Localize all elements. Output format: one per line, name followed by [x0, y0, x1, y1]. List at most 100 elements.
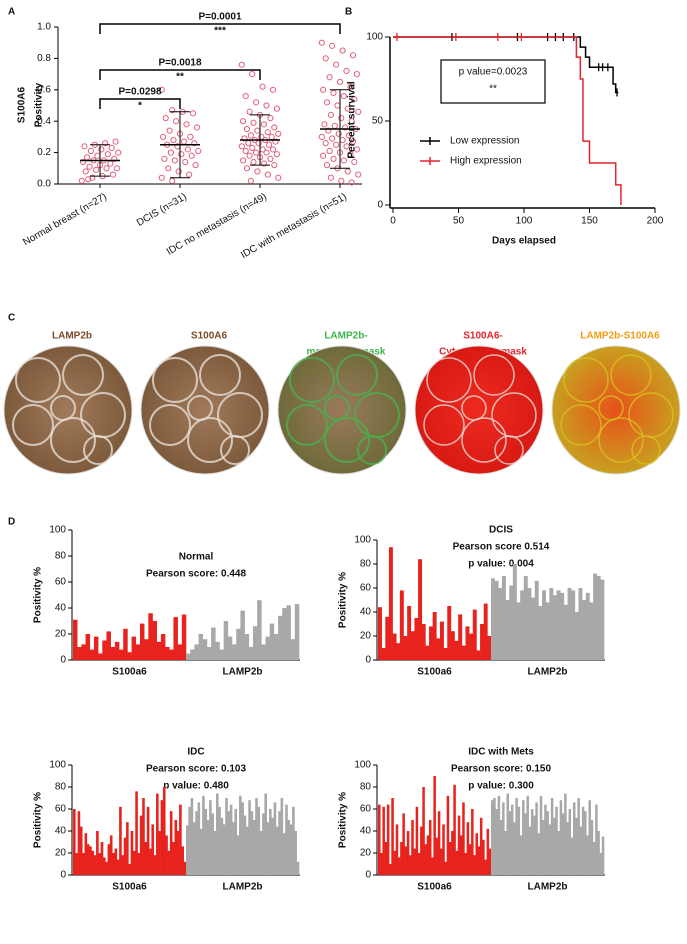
data-point — [318, 133, 325, 140]
y-tick-label: 0 — [377, 200, 383, 211]
y-tick-label: 100 — [49, 760, 66, 771]
bar — [198, 634, 204, 660]
data-point — [249, 71, 256, 78]
data-point — [82, 168, 89, 175]
bar — [497, 795, 501, 875]
bar — [396, 643, 401, 660]
bar — [130, 831, 134, 875]
data-point — [188, 152, 195, 159]
chart-title: IDC with Mets — [468, 747, 534, 758]
bar — [480, 624, 485, 660]
bar — [153, 855, 157, 875]
bar — [566, 822, 569, 875]
data-point — [104, 151, 111, 158]
bar — [206, 647, 212, 660]
bar — [144, 842, 148, 875]
bar — [227, 811, 231, 875]
data-point — [160, 133, 167, 140]
image-label: S100A6- — [463, 331, 502, 342]
data-point — [171, 157, 178, 164]
bar — [553, 817, 556, 875]
bar — [409, 855, 412, 875]
bar — [109, 835, 113, 875]
x-tick-label: 200 — [647, 216, 664, 227]
y-tick-label: 80 — [55, 551, 67, 562]
data-point — [169, 177, 176, 184]
panel-label: C — [8, 313, 15, 324]
bar — [112, 853, 115, 875]
tissue-lobule — [12, 404, 54, 446]
data-point — [347, 151, 354, 158]
tissue-lobule — [187, 417, 233, 463]
bar — [443, 648, 448, 660]
bar — [190, 798, 194, 875]
bar — [555, 806, 558, 875]
bar — [538, 606, 543, 660]
bar — [114, 848, 118, 875]
panel-label: D — [8, 517, 15, 528]
bar — [421, 624, 426, 660]
data-point — [240, 157, 247, 164]
bar — [392, 633, 397, 660]
bar — [173, 617, 178, 660]
data-point — [173, 118, 180, 125]
tissue-lobule — [15, 357, 61, 403]
data-point — [247, 177, 254, 184]
data-point — [81, 143, 88, 150]
p-value: P=0.0001 — [198, 12, 242, 23]
tissue-lobule — [286, 404, 328, 446]
bar — [513, 822, 516, 875]
bar — [248, 647, 254, 660]
group-label: S100a6 — [112, 667, 147, 678]
data-point — [322, 55, 329, 62]
x-tick-label: 150 — [581, 216, 598, 227]
bar — [167, 850, 171, 875]
data-point — [275, 174, 282, 181]
data-point — [330, 155, 337, 162]
y-tick-label: 0.2 — [37, 147, 51, 158]
bar — [286, 605, 291, 660]
y-axis-title: Positivity % — [33, 792, 44, 848]
y-tick-label: 40 — [55, 603, 67, 614]
y-tick-label: 50 — [372, 116, 384, 127]
bar — [102, 857, 106, 875]
bar — [584, 811, 587, 875]
tissue-core — [414, 345, 544, 475]
bar — [223, 621, 229, 660]
bar — [466, 822, 470, 875]
bar — [534, 580, 539, 660]
data-point — [320, 152, 327, 159]
bar — [479, 817, 483, 875]
data-point — [340, 157, 347, 164]
data-point — [89, 174, 96, 181]
bar — [437, 811, 441, 875]
data-point — [87, 147, 95, 155]
data-point — [351, 96, 358, 103]
tissue-core — [140, 345, 270, 475]
y-tick-label: 0 — [60, 870, 66, 881]
bar — [527, 588, 532, 660]
data-point — [333, 61, 340, 68]
annotation: p value=0.0023 — [459, 67, 528, 78]
error-bar — [90, 144, 110, 177]
bar — [98, 653, 103, 660]
bar — [407, 606, 412, 660]
bar — [450, 631, 455, 660]
group-label: LAMP2b — [223, 882, 263, 893]
tissue-lobule — [324, 417, 370, 463]
bar — [601, 836, 605, 875]
y-tick-label: 0 — [365, 870, 371, 881]
bar — [206, 820, 210, 875]
bar — [294, 604, 300, 660]
bar — [440, 848, 443, 875]
bar — [378, 607, 382, 660]
tissue-lobule — [598, 417, 644, 463]
data-point — [349, 52, 357, 59]
bar — [213, 831, 217, 875]
data-point — [320, 86, 327, 93]
tissue-lobule — [631, 435, 661, 465]
bar — [158, 831, 161, 875]
bar — [442, 824, 445, 875]
bar — [186, 653, 191, 660]
data-point — [323, 162, 331, 169]
